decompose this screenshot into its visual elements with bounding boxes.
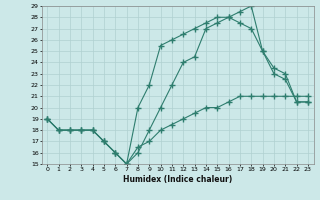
X-axis label: Humidex (Indice chaleur): Humidex (Indice chaleur): [123, 175, 232, 184]
